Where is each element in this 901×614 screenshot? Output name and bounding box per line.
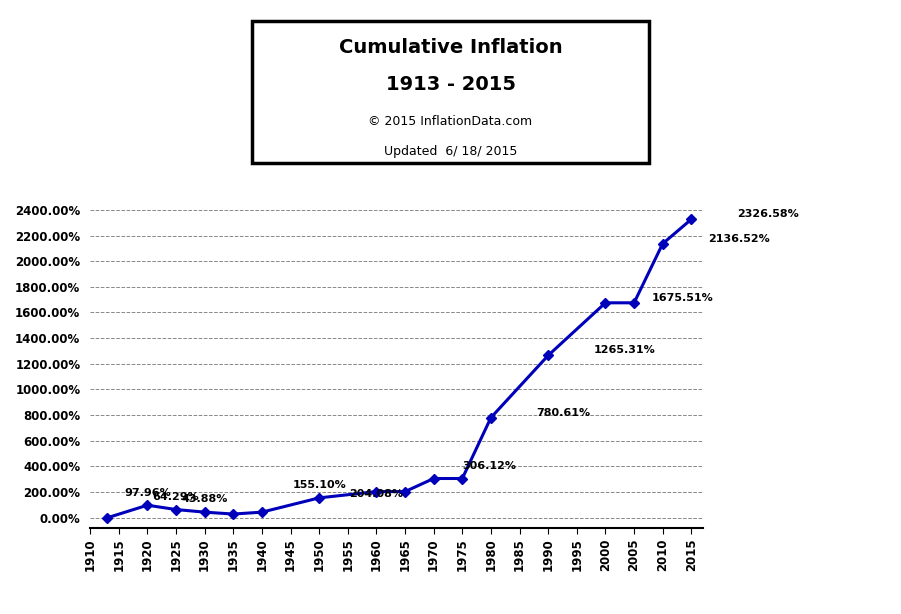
Text: 43.88%: 43.88% (181, 494, 228, 505)
Text: 306.12%: 306.12% (462, 460, 516, 471)
Text: 1265.31%: 1265.31% (594, 346, 656, 356)
Text: 155.10%: 155.10% (292, 480, 346, 490)
FancyBboxPatch shape (251, 21, 650, 163)
Text: 1675.51%: 1675.51% (651, 293, 713, 303)
Text: © 2015 InflationData.com: © 2015 InflationData.com (369, 115, 532, 128)
Text: 2326.58%: 2326.58% (737, 209, 799, 219)
Text: 204.08%: 204.08% (350, 489, 404, 499)
Text: Updated  6/ 18/ 2015: Updated 6/ 18/ 2015 (384, 144, 517, 158)
Text: 1913 - 2015: 1913 - 2015 (386, 76, 515, 94)
Text: 780.61%: 780.61% (537, 408, 591, 418)
Text: 97.96%: 97.96% (124, 488, 170, 497)
Text: 64.29%: 64.29% (152, 492, 199, 502)
Text: 2136.52%: 2136.52% (708, 234, 770, 244)
Text: Cumulative Inflation: Cumulative Inflation (339, 39, 562, 57)
